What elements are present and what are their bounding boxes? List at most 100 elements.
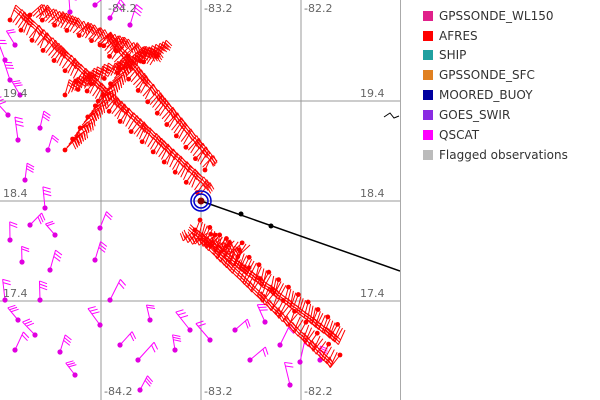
- wind-barb: [175, 309, 193, 333]
- wind-barb: [172, 334, 182, 353]
- wind-barb: [199, 182, 215, 196]
- wind-barb: [156, 41, 170, 57]
- legend-item-moored-buoy[interactable]: MOORED_BUOY: [423, 88, 533, 102]
- storm-track: [200, 200, 400, 272]
- wind-barb: [234, 244, 251, 257]
- track-point: [268, 223, 274, 229]
- lon-label-top: -83.2: [204, 2, 232, 15]
- wind-barb: [266, 297, 281, 312]
- wind-barb: [152, 42, 166, 58]
- wind-barb: [0, 96, 11, 118]
- legend-item-afres[interactable]: AFRES: [423, 29, 478, 43]
- wind-barb: [57, 334, 72, 355]
- flight-leg: [97, 42, 208, 173]
- wind-barb: [311, 341, 327, 355]
- legend-swatch: [423, 11, 433, 21]
- wind-barb: [45, 39, 61, 54]
- wind-barb: [47, 249, 63, 273]
- wind-barb: [227, 242, 243, 255]
- lon-label-bottom: -83.2: [204, 385, 232, 398]
- wind-barb: [27, 212, 46, 228]
- legend-panel: GPSSONDE_WL150 AFRES SHIP GPSSONDE_SFC M…: [400, 0, 600, 400]
- wind-barb: [191, 232, 208, 245]
- wind-barb: [19, 245, 30, 265]
- map-panel[interactable]: -84.2 -83.2 -82.2 -84.2 -83.2 -82.2 19.4…: [0, 0, 400, 400]
- flight-leg: [192, 227, 245, 246]
- qscat-observations: [0, 0, 328, 393]
- wind-barb: [195, 233, 212, 246]
- wind-barb: [178, 124, 192, 139]
- wind-barb: [143, 46, 156, 63]
- legend-item-goes-swir[interactable]: GOES_SWIR: [423, 108, 510, 122]
- wind-barb: [12, 331, 30, 353]
- wind-barb: [308, 338, 324, 352]
- legend-swatch: [423, 70, 433, 80]
- legend-item-gpssonde-wl150[interactable]: GPSSONDE_WL150: [423, 9, 553, 23]
- wind-barb: [137, 375, 154, 393]
- wind-barb: [87, 306, 103, 328]
- lat-label-left: 18.4: [3, 187, 28, 200]
- wind-barb: [42, 186, 52, 211]
- grid-labels: -84.2 -83.2 -82.2 -84.2 -83.2 -82.2 19.4…: [3, 2, 385, 398]
- wind-barb: [130, 69, 146, 83]
- wind-barb: [0, 39, 8, 63]
- lat-label-right: 17.4: [360, 287, 385, 300]
- wind-barb: [34, 29, 49, 44]
- wind-barb: [139, 47, 152, 64]
- wind-barb: [149, 43, 163, 60]
- flight-leg: [7, 17, 200, 195]
- wind-barb: [14, 116, 24, 143]
- wind-barb: [257, 289, 273, 303]
- legend-swatch: [423, 90, 433, 100]
- legend-swatch: [423, 130, 433, 140]
- wind-barb: [107, 0, 126, 21]
- wind-barb: [195, 320, 213, 343]
- wind-barb: [45, 220, 58, 238]
- lat-label-left: 17.4: [3, 287, 28, 300]
- wind-barb: [303, 332, 318, 347]
- legend-label: Flagged observations: [439, 148, 568, 162]
- wind-barb: [117, 331, 137, 348]
- wind-barb: [274, 305, 290, 319]
- wind-barb: [7, 304, 21, 323]
- wind-barb: [282, 313, 298, 327]
- wind-barb: [325, 354, 341, 368]
- wind-barb: [92, 241, 108, 263]
- legend-swatch: [423, 150, 433, 160]
- wind-barb: [207, 236, 223, 249]
- wind-barb: [221, 253, 236, 269]
- legend-label: AFRES: [439, 29, 478, 43]
- legend-item-flagged-observations[interactable]: Flagged observations: [423, 148, 568, 162]
- legend-item-qscat[interactable]: QSCAT: [423, 128, 479, 142]
- wind-barb: [215, 248, 230, 263]
- lat-label-left: 19.4: [3, 87, 28, 100]
- wind-barb: [332, 329, 346, 345]
- wind-barb: [260, 291, 276, 306]
- wind-barb: [289, 319, 304, 334]
- wind-barb: [159, 39, 173, 56]
- wind-barb-map[interactable]: -84.2 -83.2 -82.2 -84.2 -83.2 -82.2 19.4…: [0, 0, 400, 400]
- legend-item-ship[interactable]: SHIP: [423, 48, 466, 62]
- wind-barb: [65, 360, 78, 378]
- coastline: [383, 112, 400, 119]
- wind-barb: [324, 324, 339, 339]
- legend-label: GPSSONDE_SFC: [439, 68, 535, 82]
- track-point: [238, 211, 244, 217]
- wind-barb: [183, 130, 197, 145]
- wind-barb: [179, 229, 196, 242]
- wind-barb: [3, 61, 15, 83]
- wind-barb: [72, 63, 87, 79]
- wind-barb: [145, 304, 156, 323]
- lon-label-bottom: -82.2: [304, 385, 332, 398]
- legend-label: GOES_SWIR: [439, 108, 511, 122]
- wind-barb: [168, 113, 183, 128]
- legend-item-gpssonde-sfc[interactable]: GPSSONDE_SFC: [423, 68, 535, 82]
- wind-barb: [135, 341, 159, 363]
- wind-barb: [284, 361, 294, 388]
- flight-leg: [62, 70, 121, 153]
- wind-barb: [300, 330, 315, 344]
- wind-barb: [127, 115, 142, 130]
- storm-center: [190, 190, 212, 212]
- wind-barb: [45, 134, 60, 153]
- wind-barb: [277, 324, 296, 348]
